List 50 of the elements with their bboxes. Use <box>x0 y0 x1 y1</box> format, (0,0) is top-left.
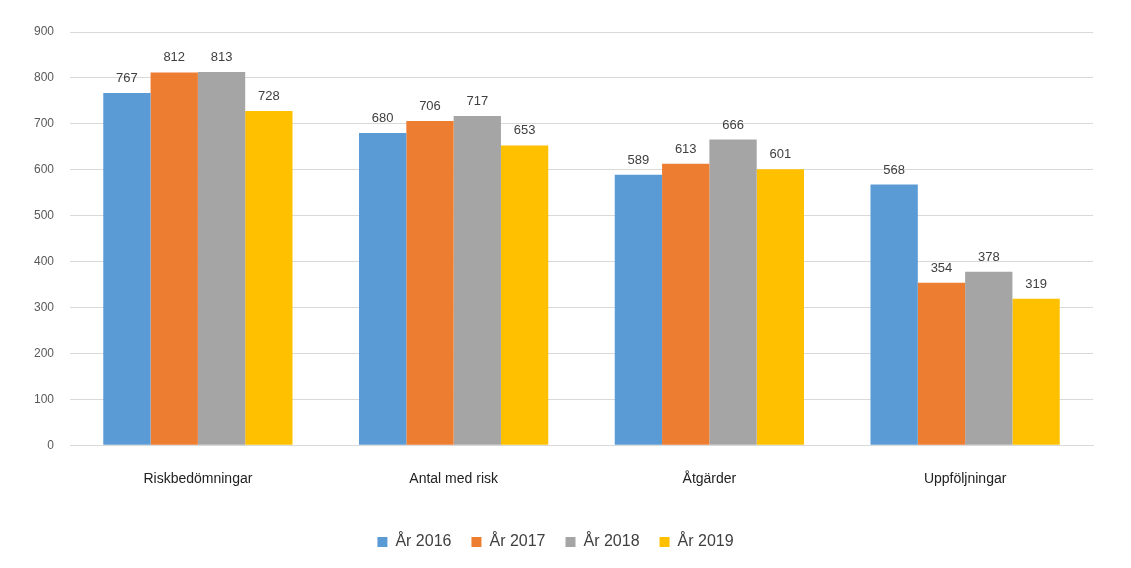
bar <box>500 145 549 445</box>
x-tick-label: Riskbedömningar <box>143 470 253 487</box>
y-tick-label: 300 <box>33 299 55 314</box>
data-label: 568 <box>883 161 906 177</box>
data-label: 717 <box>466 93 489 109</box>
legend-label: År 2019 <box>677 531 734 550</box>
data-label: 706 <box>419 98 441 114</box>
data-label: 812 <box>163 49 186 65</box>
x-tick-label: Uppföljningar <box>923 470 1007 487</box>
data-label: 813 <box>210 49 233 65</box>
bar <box>197 71 246 445</box>
y-tick-label: 0 <box>47 437 55 452</box>
data-label: 378 <box>977 248 1000 264</box>
bar <box>870 184 918 445</box>
data-label: 601 <box>769 146 792 162</box>
bar <box>245 110 293 445</box>
bar <box>150 72 198 445</box>
bar <box>1012 298 1060 445</box>
y-tick-label: 200 <box>33 345 55 360</box>
legend-label: År 2017 <box>489 531 546 550</box>
data-label: 666 <box>722 116 744 132</box>
y-tick-label: 500 <box>33 207 55 222</box>
x-tick-label: Antal med risk <box>409 470 499 487</box>
data-label: 680 <box>371 110 394 126</box>
y-tick-label: 400 <box>33 253 55 268</box>
legend-label: År 2016 <box>395 531 452 550</box>
y-tick-label: 600 <box>33 162 55 177</box>
bar <box>614 174 663 445</box>
data-label: 354 <box>930 259 953 275</box>
y-tick-label: 100 <box>33 391 55 406</box>
y-tick-label: 800 <box>33 70 55 85</box>
data-label: 728 <box>258 88 280 104</box>
bar <box>103 93 151 445</box>
data-label: 613 <box>674 140 697 156</box>
legend-label: År 2018 <box>583 531 640 550</box>
data-label: 319 <box>1025 275 1047 291</box>
data-label: 653 <box>513 122 536 138</box>
y-tick-label: 900 <box>33 24 55 39</box>
data-label: 589 <box>627 151 650 167</box>
bar <box>965 271 1013 445</box>
bar <box>453 116 501 445</box>
y-tick-label: 700 <box>33 116 55 131</box>
bar <box>709 139 757 445</box>
bar <box>662 163 710 445</box>
bar <box>359 133 407 445</box>
bar <box>406 121 454 445</box>
data-label: 767 <box>116 70 138 86</box>
x-tick-label: Åtgärder <box>682 470 737 487</box>
bar <box>917 282 966 445</box>
bar <box>756 169 805 445</box>
